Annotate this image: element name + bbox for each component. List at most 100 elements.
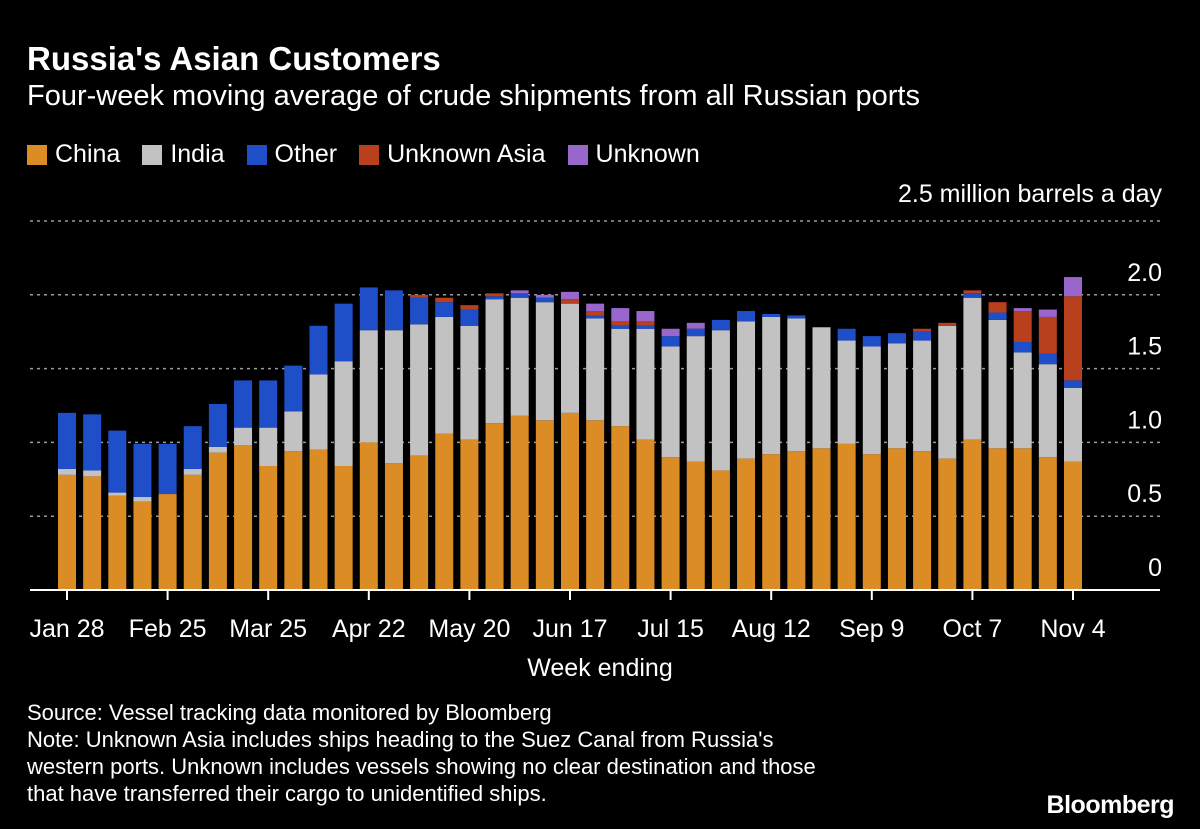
bar-india [535, 302, 554, 421]
bar-unknown [561, 291, 579, 300]
bar-india [988, 319, 1007, 449]
bar-china [284, 451, 303, 590]
legend-label: China [55, 140, 121, 168]
bar-unknown [535, 294, 554, 298]
bar-china [1064, 461, 1082, 590]
x-tick-label: May 20 [428, 615, 510, 643]
bar-other [762, 313, 781, 317]
source-text: Source: Vessel tracking data monitored b… [27, 700, 552, 725]
bar-stack [686, 322, 705, 590]
bar-india [359, 330, 378, 443]
bar-unknown [686, 322, 705, 329]
bar-china [510, 415, 529, 590]
bar-china [963, 439, 982, 590]
bar-china [384, 463, 403, 590]
bar-other [787, 315, 806, 319]
bar-china [435, 433, 454, 590]
legend: China India Other Unknown Asia Unknown [27, 140, 700, 169]
bar-stack [284, 365, 303, 590]
bar-india [1013, 352, 1032, 449]
bar-unknown-asia [636, 321, 655, 326]
bar-stack [762, 313, 781, 590]
bar-stack [1038, 309, 1057, 590]
bar-other [384, 290, 403, 331]
bar-india [183, 468, 202, 475]
bar-china [183, 474, 202, 590]
bar-unknown-asia [410, 294, 429, 298]
y-tick-label: 1.0 [1127, 406, 1162, 434]
bar-india [611, 328, 630, 427]
bar-other [963, 293, 982, 298]
bar-china [83, 476, 102, 590]
bar-other [58, 412, 76, 469]
bar-china [636, 439, 655, 590]
bar-stack [108, 430, 127, 590]
bar-stack [259, 380, 278, 590]
bar-unknown-asia [435, 297, 454, 303]
bar-other [510, 293, 529, 298]
bar-stack [988, 302, 1007, 590]
bar-stack [586, 303, 605, 590]
bar-india [334, 361, 353, 467]
bar-stack [435, 297, 454, 590]
x-axis-label: Week ending [527, 654, 672, 682]
bar-india [686, 336, 705, 462]
bar-other [535, 297, 554, 303]
bar-other [158, 443, 177, 495]
bar-unknown-asia [988, 302, 1007, 313]
bar-china [586, 420, 605, 590]
legend-swatch [142, 144, 163, 165]
bar-china [887, 448, 906, 590]
bar-unknown-asia [460, 305, 479, 310]
x-tick-label: Sep 9 [839, 615, 904, 643]
bar-india [1064, 387, 1082, 462]
bar-other [234, 380, 253, 428]
bar-stack [1064, 277, 1082, 590]
bar-india [234, 427, 253, 446]
bar-unknown [661, 328, 680, 337]
bar-china [561, 412, 579, 590]
bar-other [661, 336, 680, 347]
bar-other [208, 404, 227, 447]
bar-china [108, 495, 127, 590]
legend-label: Unknown [595, 140, 700, 168]
bar-other [1013, 342, 1032, 353]
bar-china [988, 448, 1007, 590]
bar-stack [737, 311, 756, 590]
bar-china [460, 439, 479, 590]
bar-china [611, 426, 630, 590]
x-tick-label: Jun 17 [532, 615, 607, 643]
bar-stack [58, 412, 76, 590]
bar-other [410, 297, 429, 325]
bar-unknown-asia [586, 311, 605, 316]
bar-india [837, 340, 856, 444]
bar-stack [359, 287, 378, 590]
note-line: that have transferred their cargo to uni… [27, 781, 547, 806]
bar-india [963, 297, 982, 440]
bar-unknown [636, 311, 655, 322]
bar-other [359, 287, 378, 331]
bar-unknown [1064, 277, 1082, 297]
legend-label: Other [274, 140, 338, 168]
unit-label: 2.5 million barrels a day [898, 180, 1163, 208]
bar-china [359, 442, 378, 590]
bar-china [737, 458, 756, 590]
x-tick-label: Aug 12 [732, 615, 811, 643]
bar-stack [963, 290, 982, 590]
bar-china [334, 466, 353, 590]
bar-other [636, 325, 655, 329]
bar-stack [862, 336, 881, 590]
bar-unknown-asia [913, 328, 932, 332]
x-tick-label: Feb 25 [129, 615, 207, 643]
x-tick-label: Nov 4 [1040, 615, 1105, 643]
bar-china [862, 454, 881, 590]
bar-other [586, 315, 605, 319]
legend-label: Unknown Asia [387, 140, 546, 168]
bar-stack [611, 308, 630, 590]
bar-other [837, 328, 856, 341]
bar-other [460, 309, 479, 326]
bar-india [711, 330, 730, 471]
bar-other [862, 336, 881, 347]
bar-stack [460, 305, 479, 590]
